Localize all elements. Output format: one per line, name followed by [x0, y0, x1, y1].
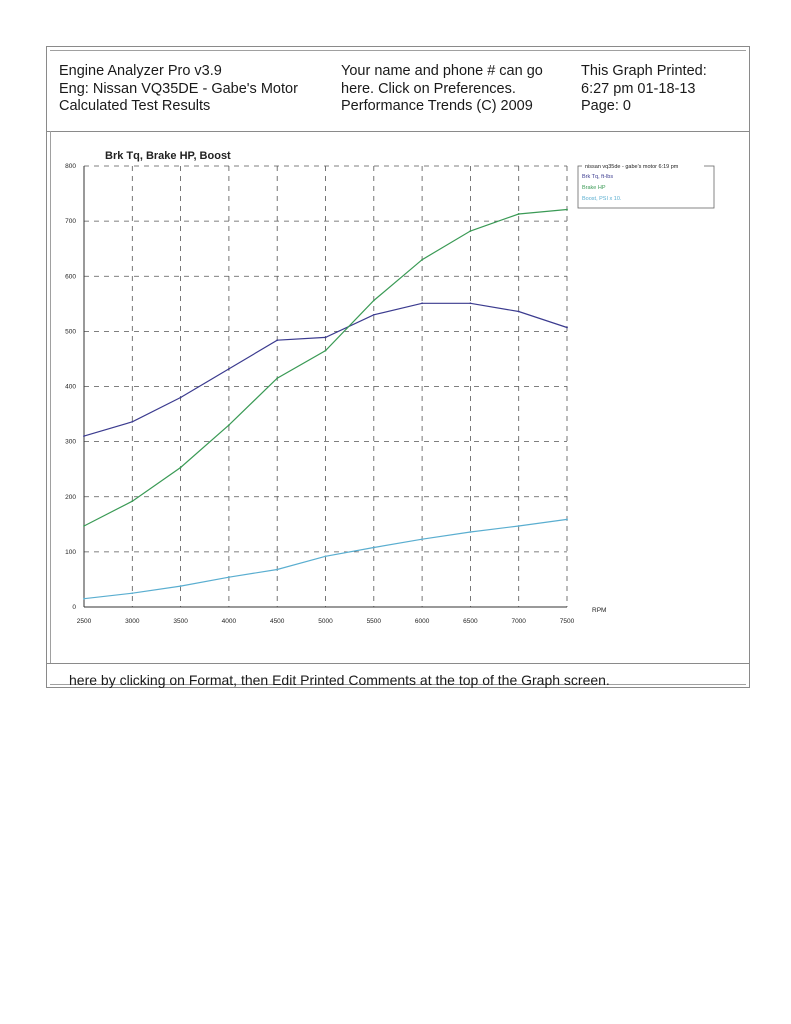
x-tick-label: 4500 [270, 618, 285, 625]
page-number: Page: 0 [581, 98, 631, 114]
data-point [517, 310, 520, 313]
footer-comment: here by clicking on Format, then Edit Pr… [69, 672, 610, 688]
data-point [83, 525, 85, 527]
legend-entry: Brk Tq, ft-lbs [582, 174, 613, 180]
x-tick-label: 6500 [463, 618, 478, 625]
y-tick-label: 200 [65, 494, 76, 501]
y-tick-label: 300 [65, 439, 76, 446]
data-point [372, 546, 375, 549]
data-point [276, 339, 279, 342]
data-point [421, 258, 423, 261]
program-name: Engine Analyzer Pro v3.9 [59, 63, 222, 79]
data-point [372, 299, 375, 302]
data-point [179, 466, 182, 469]
data-point [228, 424, 230, 426]
x-tick-label: 7000 [511, 618, 526, 625]
x-tick-label: 3500 [173, 618, 188, 625]
printed-label: This Graph Printed: [581, 63, 707, 79]
data-point [324, 555, 327, 558]
printout-header: Engine Analyzer Pro v3.9 Eng: Nissan VQ3… [47, 47, 749, 132]
header-comments: Your name and phone # can go here. Click… [341, 63, 543, 116]
x-tick-label: 7500 [560, 618, 575, 625]
y-tick-label: 400 [65, 384, 76, 391]
copyright-line: Performance Trends (C) 2009 [341, 98, 533, 114]
data-point [566, 518, 568, 521]
data-point [179, 396, 182, 399]
data-point [566, 326, 568, 329]
y-tick-label: 800 [65, 163, 76, 170]
data-point [83, 435, 85, 438]
header-rule [50, 50, 746, 51]
legend-title-mask [582, 162, 704, 170]
y-tick-label: 0 [72, 604, 76, 611]
engine-name: Eng: Nissan VQ35DE - Gabe's Motor [59, 80, 298, 97]
header-program-info: Engine Analyzer Pro v3.9 Eng: Nissan VQ3… [59, 63, 298, 116]
header-print-info: This Graph Printed: 6:27 pm 01-18-13 Pag… [581, 63, 707, 116]
data-point [276, 568, 279, 571]
y-tick-label: 700 [65, 218, 76, 225]
data-point [83, 597, 85, 600]
x-tick-label: 6000 [415, 618, 430, 625]
x-tick-label: 2500 [77, 618, 92, 625]
y-tick-label: 500 [65, 328, 76, 335]
y-tick-label: 100 [65, 549, 76, 556]
legend-title: nissan vq35de - gabe's motor 6:19 pm [585, 164, 679, 170]
data-point [517, 213, 520, 215]
data-point [469, 531, 472, 533]
data-point [372, 313, 375, 316]
results-type: Calculated Test Results [59, 98, 211, 114]
data-point [469, 302, 472, 305]
data-point [228, 367, 230, 370]
data-point [566, 208, 568, 211]
x-axis-label: RPM [592, 607, 606, 614]
chart-title: Brk Tq, Brake HP, Boost [105, 150, 231, 162]
data-point [421, 302, 423, 305]
x-tick-label: 3000 [125, 618, 140, 625]
data-point [131, 500, 134, 503]
footer-rule [50, 684, 746, 685]
legend-entry: Boost, PSI x 10. [582, 196, 622, 202]
data-point [131, 592, 134, 595]
legend-entry: Brake HP [582, 185, 606, 191]
x-tick-label: 5000 [318, 618, 333, 625]
printout-frame: Engine Analyzer Pro v3.9 Eng: Nissan VQ3… [46, 46, 750, 688]
data-point [517, 525, 520, 527]
printed-timestamp: 6:27 pm 01-18-13 [581, 80, 696, 97]
data-point [421, 538, 423, 541]
y-tick-label: 600 [65, 273, 76, 280]
comment-line-1: Your name and phone # can go [341, 63, 543, 79]
data-point [276, 377, 279, 380]
body-rule [50, 131, 51, 663]
x-tick-label: 5500 [367, 618, 382, 625]
data-point [324, 349, 327, 352]
data-point [469, 230, 472, 232]
comment-line-2: here. Click on Preferences. [341, 80, 516, 97]
data-point [228, 576, 230, 579]
printout-footer: here by clicking on Format, then Edit Pr… [47, 663, 749, 688]
data-point [324, 336, 327, 339]
data-point [131, 420, 134, 423]
x-tick-label: 4000 [222, 618, 237, 625]
data-point [179, 585, 182, 587]
